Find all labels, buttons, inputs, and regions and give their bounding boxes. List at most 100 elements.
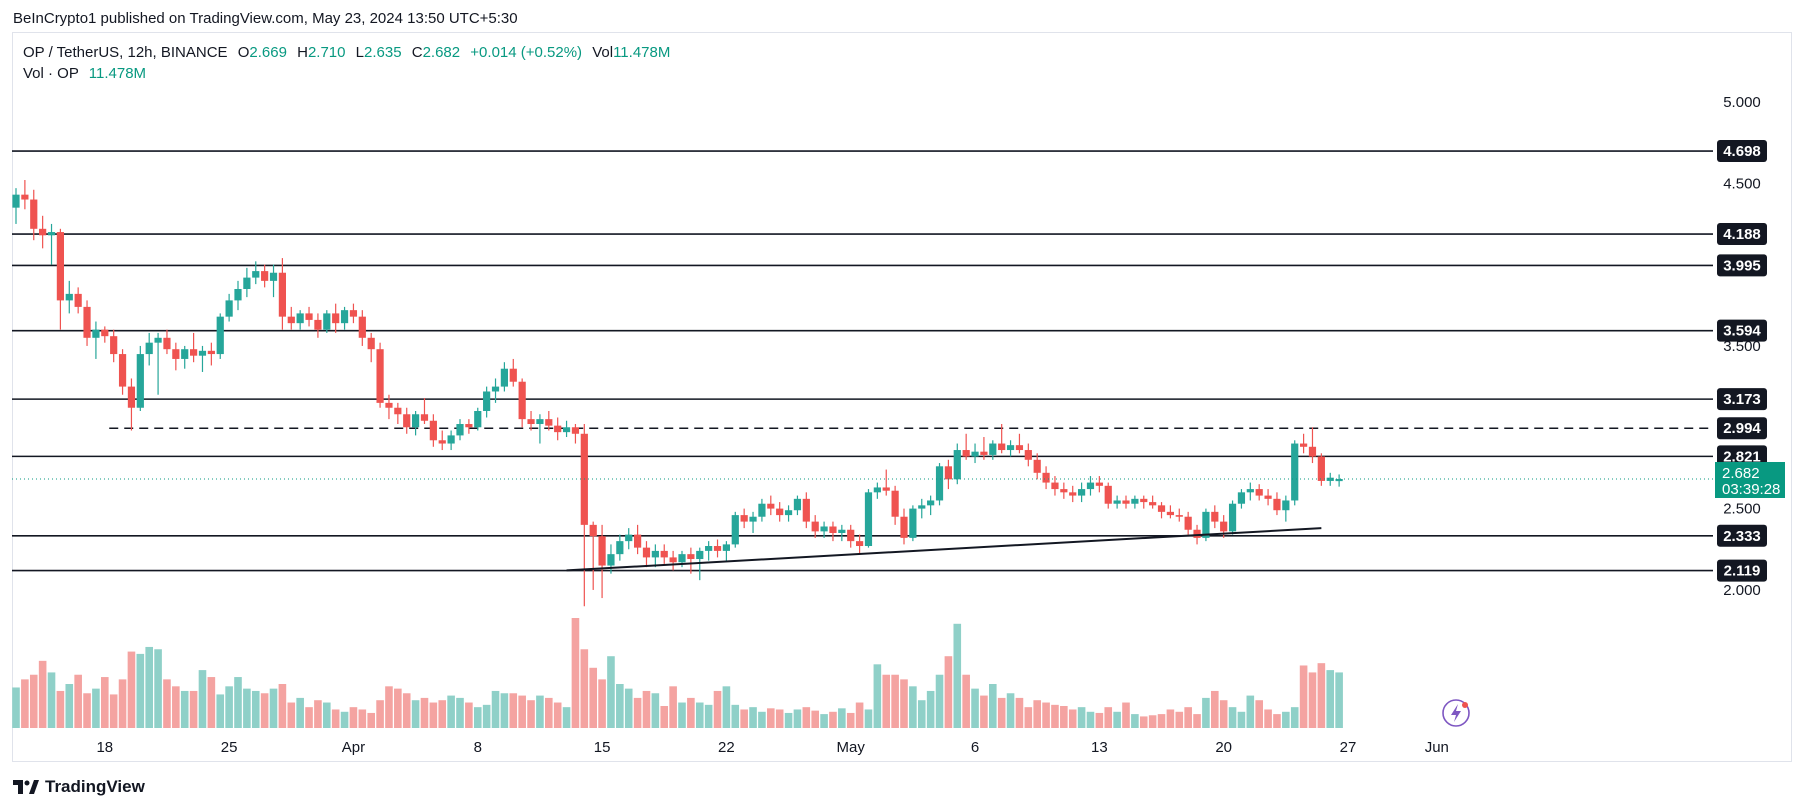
candle-body bbox=[1228, 503, 1237, 532]
candle-body bbox=[660, 550, 668, 558]
volume-bar bbox=[1051, 704, 1059, 728]
volume-bar bbox=[118, 679, 127, 728]
candle-body bbox=[234, 289, 242, 301]
volume-bar bbox=[536, 695, 544, 728]
candle-body bbox=[136, 354, 144, 408]
candle-body bbox=[758, 503, 766, 517]
y-tick-label: 3.500 bbox=[1723, 338, 1761, 355]
volume-bar bbox=[846, 712, 855, 728]
candle-body bbox=[1131, 498, 1139, 504]
level-label bbox=[1717, 445, 1767, 468]
x-tick-label: Jun bbox=[1425, 739, 1449, 756]
candle-body bbox=[1193, 529, 1201, 538]
open-value: 2.669 bbox=[249, 44, 287, 61]
candle-body bbox=[1291, 443, 1299, 501]
candle-body bbox=[305, 313, 313, 320]
candle-body bbox=[1300, 443, 1308, 447]
candle-body bbox=[536, 419, 544, 425]
candle-body bbox=[1122, 500, 1130, 504]
candle-body bbox=[65, 293, 73, 301]
candle-body bbox=[749, 516, 757, 522]
volume-bar bbox=[447, 695, 455, 728]
tradingview-logo-icon bbox=[13, 780, 39, 794]
volume-bar bbox=[1077, 707, 1086, 728]
candle-body bbox=[1202, 511, 1210, 538]
volume-bar bbox=[180, 690, 189, 728]
candle-body bbox=[1166, 511, 1174, 516]
candle-body bbox=[1024, 450, 1032, 460]
volume-bar bbox=[127, 651, 136, 728]
volume-bar bbox=[92, 688, 100, 728]
volume-bar bbox=[340, 711, 349, 728]
candle-body bbox=[127, 386, 136, 408]
volume-bar bbox=[758, 711, 766, 728]
candle-body bbox=[873, 487, 881, 493]
volume-bar bbox=[926, 690, 935, 728]
volume-bar bbox=[367, 712, 375, 728]
candle-body bbox=[829, 526, 837, 533]
candle-body bbox=[1149, 502, 1157, 506]
candle-body bbox=[864, 492, 873, 547]
candle-body bbox=[1051, 482, 1059, 490]
volume-bar bbox=[527, 700, 535, 728]
close-label: C bbox=[411, 44, 423, 61]
level-label bbox=[1717, 388, 1767, 411]
volume-bar bbox=[136, 653, 145, 728]
volume-bar bbox=[323, 702, 331, 728]
volume-bar bbox=[500, 693, 509, 728]
volume-bar bbox=[1086, 711, 1095, 728]
volume-bar bbox=[1033, 700, 1041, 728]
volume-bar bbox=[38, 660, 47, 728]
change-value: +0.014 (+0.52%) bbox=[470, 44, 583, 61]
candle-body bbox=[722, 544, 730, 551]
candle-body bbox=[1211, 511, 1219, 522]
level-label-value: 3.995 bbox=[1723, 257, 1761, 274]
y-tick-label: 2.500 bbox=[1723, 501, 1761, 518]
candle-body bbox=[1060, 489, 1068, 493]
candle-body bbox=[181, 349, 189, 359]
candle-body bbox=[598, 536, 606, 566]
candle-body bbox=[145, 342, 153, 355]
candle-body bbox=[793, 498, 802, 511]
candle-body bbox=[1078, 489, 1086, 496]
x-tick-label: 25 bbox=[221, 739, 238, 756]
x-tick-label: 20 bbox=[1215, 739, 1232, 756]
y-tick-label: 2.000 bbox=[1723, 582, 1761, 599]
candle-body bbox=[705, 546, 713, 551]
volume-bar bbox=[251, 690, 260, 728]
level-label-value: 2.994 bbox=[1723, 420, 1761, 437]
candle-body bbox=[412, 414, 420, 428]
candle-body bbox=[856, 541, 864, 547]
candle-body bbox=[847, 529, 855, 542]
volume-bar bbox=[553, 702, 562, 728]
candle-body bbox=[776, 508, 784, 516]
volume-bar bbox=[56, 690, 65, 728]
volume-bar bbox=[1113, 711, 1121, 728]
candle-body bbox=[332, 313, 340, 324]
volume-bar bbox=[1264, 709, 1272, 728]
volume-bar bbox=[855, 702, 864, 728]
candle-body bbox=[47, 232, 56, 236]
candle-body bbox=[1264, 495, 1272, 499]
volume-bar bbox=[47, 672, 56, 728]
candle-body bbox=[74, 293, 82, 307]
candle-body bbox=[527, 419, 535, 425]
volume-bar bbox=[1148, 715, 1157, 728]
low-value: 2.635 bbox=[364, 44, 402, 61]
candle-body bbox=[438, 440, 446, 444]
volume-series-label: Vol · OP bbox=[23, 65, 79, 82]
level-label bbox=[1717, 559, 1767, 582]
volume-bar bbox=[1122, 702, 1130, 728]
volume-bar bbox=[713, 690, 722, 728]
volume-bar bbox=[109, 694, 118, 728]
volume-bar bbox=[1237, 711, 1246, 728]
volume-bar bbox=[163, 679, 171, 728]
volume-bar bbox=[1299, 665, 1308, 728]
candle-body bbox=[944, 466, 952, 480]
candle-body bbox=[56, 232, 64, 301]
x-tick-label: May bbox=[837, 739, 866, 756]
volume-bar bbox=[1308, 672, 1317, 728]
volume-bar bbox=[473, 707, 482, 728]
candle-body bbox=[900, 516, 908, 538]
